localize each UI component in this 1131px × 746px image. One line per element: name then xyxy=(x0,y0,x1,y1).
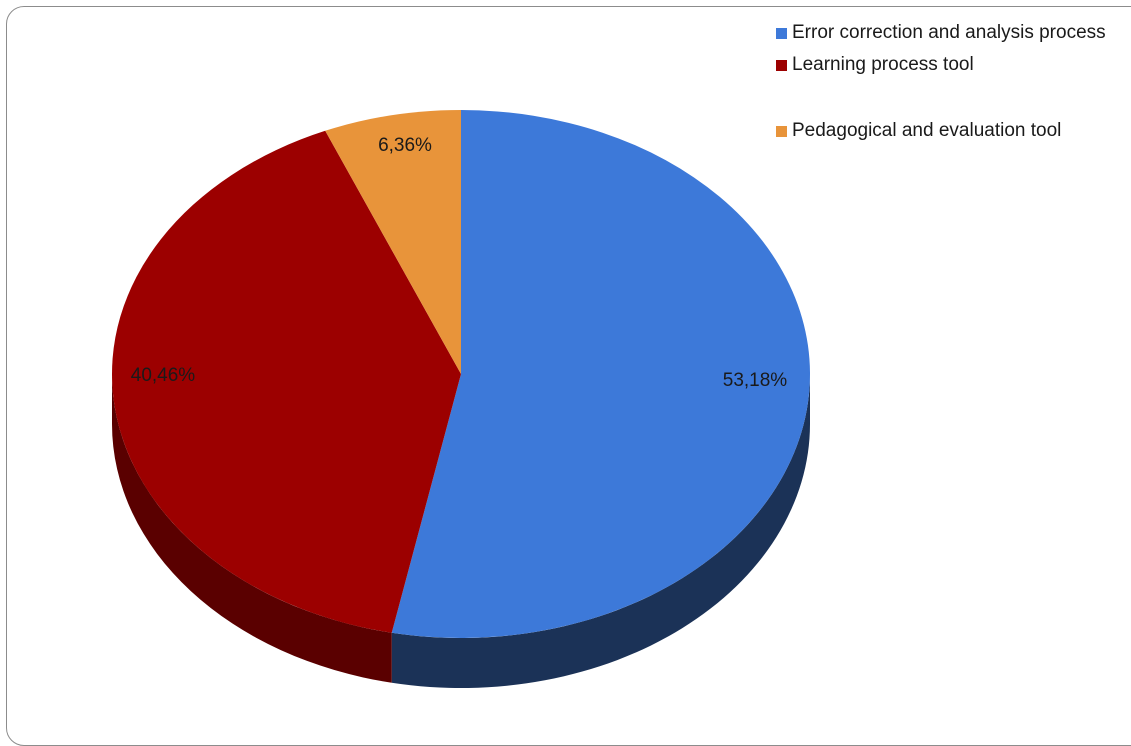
legend-label: Pedagogical and evaluation tool xyxy=(792,120,1062,141)
data-label-error-correction: 53,18% xyxy=(723,370,788,391)
legend-swatch xyxy=(776,28,787,39)
data-label-pedagogical: 6,36% xyxy=(378,135,432,156)
pie-tops xyxy=(111,110,810,638)
pie-chart: 53,18% 40,46% 6,36% xyxy=(111,110,810,688)
pie-labels: 53,18% 40,46% 6,36% xyxy=(131,135,788,391)
legend: Error correction and analysis process Le… xyxy=(776,22,1131,142)
legend-item-error-correction: Error correction and analysis process xyxy=(776,22,1131,44)
pie-slice-pedagogical xyxy=(325,110,461,374)
legend-item-learning-process: Learning process tool xyxy=(776,54,1131,76)
legend-swatch xyxy=(776,126,787,137)
pie-slice-error-correction xyxy=(391,110,810,638)
pie-sides xyxy=(112,374,810,688)
data-label-learning-process: 40,46% xyxy=(131,365,196,386)
legend-label: Learning process tool xyxy=(792,54,974,75)
legend-swatch xyxy=(776,60,787,71)
pie-side-learning-process xyxy=(112,374,392,683)
pie-slice-learning-process xyxy=(111,130,461,633)
legend-label: Error correction and analysis process xyxy=(792,22,1106,43)
pie-side-error-correction xyxy=(391,374,810,688)
legend-item-pedagogical: Pedagogical and evaluation tool xyxy=(776,120,1131,142)
